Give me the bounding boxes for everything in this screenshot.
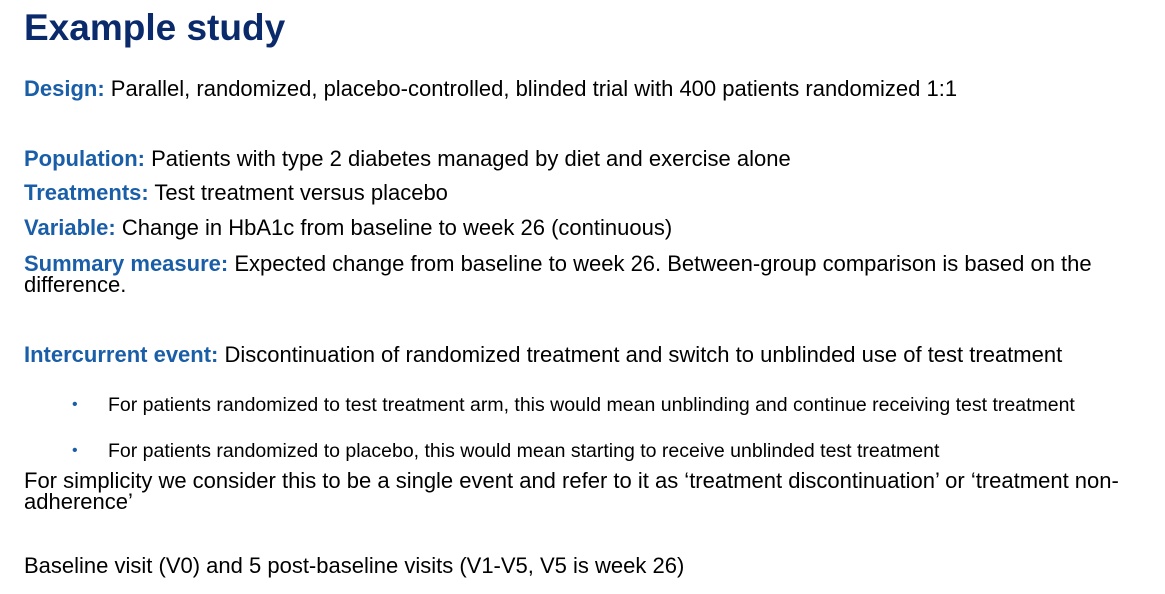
variable-text: Change in HbA1c from baseline to week 26… xyxy=(115,215,673,240)
slide-title: Example study xyxy=(24,7,286,48)
variable-paragraph: Variable: Change in HbA1c from baseline … xyxy=(24,215,1144,240)
list-item: • For patients randomized to placebo, th… xyxy=(72,440,1148,462)
population-paragraph: Population: Patients with type 2 diabete… xyxy=(24,146,1144,171)
population-text: Patients with type 2 diabetes managed by… xyxy=(144,146,791,171)
bullet-icon: • xyxy=(72,396,78,413)
population-label: Population: xyxy=(24,146,145,171)
design-label: Design: xyxy=(24,76,105,101)
design-paragraph: Design: Parallel, randomized, placebo-co… xyxy=(24,76,1144,101)
variable-label: Variable: xyxy=(24,215,116,240)
bullet-icon: • xyxy=(72,442,78,459)
treatments-paragraph: Treatments: Test treatment versus placeb… xyxy=(24,180,1144,205)
intercurrent-label: Intercurrent event: xyxy=(24,342,219,367)
visits-paragraph: Baseline visit (V0) and 5 post-baseline … xyxy=(24,553,685,578)
treatments-label: Treatments: xyxy=(24,180,149,205)
intercurrent-text: Discontinuation of randomized treatment … xyxy=(218,342,1063,367)
intercurrent-paragraph: Intercurrent event: Discontinuation of r… xyxy=(24,342,1144,367)
treatments-text: Test treatment versus placebo xyxy=(148,180,448,205)
design-text: Parallel, randomized, placebo-controlled… xyxy=(104,76,958,101)
summary-paragraph: Summary measure: Expected change from ba… xyxy=(24,251,1144,297)
list-item: • For patients randomized to test treatm… xyxy=(72,394,1148,416)
bullet-text: For patients randomized to placebo, this… xyxy=(108,440,940,462)
summary-label: Summary measure: xyxy=(24,251,229,276)
bullet-text: For patients randomized to test treatmen… xyxy=(108,394,1075,416)
simplicity-paragraph: For simplicity we consider this to be a … xyxy=(24,468,1119,514)
summary-text: Expected change from baseline to week 26… xyxy=(24,251,1092,297)
